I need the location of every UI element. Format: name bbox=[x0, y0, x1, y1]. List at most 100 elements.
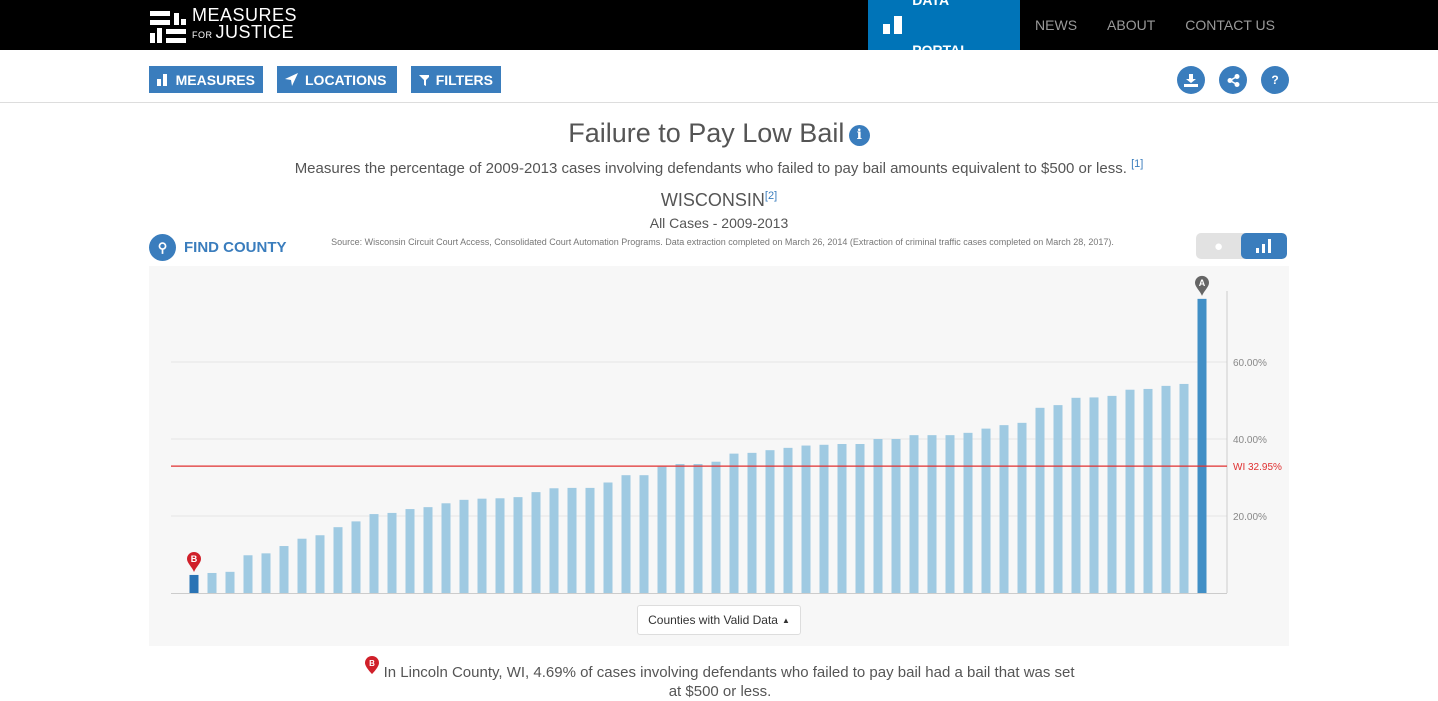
source-note: Source: Wisconsin Circuit Court Access, … bbox=[331, 237, 1114, 247]
measures-label: MEASURES bbox=[175, 71, 255, 88]
marker-a-icon bbox=[1195, 275, 1209, 296]
logo-for: FOR bbox=[192, 30, 213, 40]
bar bbox=[765, 450, 775, 593]
chart-subtitle: All Cases - 2009-2013 bbox=[649, 215, 789, 231]
state-name: WISCONSIN bbox=[660, 190, 765, 210]
bar bbox=[477, 498, 487, 593]
filters-button[interactable]: FILTERS bbox=[411, 66, 501, 93]
map-view-toggle[interactable]: ● bbox=[1196, 233, 1241, 259]
bar bbox=[1143, 388, 1153, 593]
nav-data-portal[interactable]: DATA PORTAL bbox=[868, 0, 1021, 58]
bar bbox=[909, 435, 919, 593]
bar bbox=[621, 475, 631, 593]
bar bbox=[531, 492, 541, 593]
locations-button[interactable]: LOCATIONS bbox=[277, 66, 397, 93]
bar bbox=[819, 444, 829, 593]
marker-label: A bbox=[1199, 278, 1206, 288]
measures-button[interactable]: MEASURES bbox=[149, 66, 263, 93]
download-button[interactable] bbox=[1177, 66, 1205, 94]
logo[interactable]: MEASURES FOR JUSTICE bbox=[150, 6, 297, 44]
bar bbox=[585, 487, 595, 593]
bar bbox=[459, 499, 469, 593]
bar bbox=[423, 507, 433, 593]
nav-label: DATA PORTAL bbox=[912, 0, 969, 58]
marker-b-summary: B In Lincoln County, WI, 4.69% of cases … bbox=[360, 656, 1080, 701]
page-title: Failure to Pay Low Bail bbox=[568, 118, 845, 148]
y-tick-label: 60.00% bbox=[1233, 358, 1267, 369]
logo-icon bbox=[150, 10, 186, 43]
y-tick-label: 40.00% bbox=[1233, 435, 1267, 446]
logo-line2: JUSTICE bbox=[215, 22, 295, 42]
bar bbox=[405, 509, 415, 593]
bar bbox=[1089, 397, 1099, 593]
bar bbox=[873, 439, 883, 593]
bar bbox=[837, 444, 847, 593]
bar-chart: 20.00% 40.00% 60.00% WI 32.95% B A bbox=[171, 275, 1282, 594]
bar bbox=[387, 512, 397, 593]
bar bbox=[549, 488, 559, 593]
toolbar: MEASURES LOCATIONS FILTERS ? bbox=[0, 50, 1438, 103]
page-description: Measures the percentage of 2009-2013 cas… bbox=[294, 160, 1127, 177]
view-toggle: ● bbox=[1196, 233, 1287, 259]
bar bbox=[333, 527, 343, 593]
share-icon bbox=[1227, 73, 1239, 87]
bar-chart-icon bbox=[1256, 239, 1271, 253]
bar bbox=[1125, 389, 1135, 593]
bar bbox=[891, 439, 901, 593]
top-navbar: MEASURES FOR JUSTICE DATA PORTAL NEWS ABOU… bbox=[0, 0, 1438, 58]
download-icon bbox=[1184, 73, 1198, 87]
y-tick-label: 20.00% bbox=[1233, 512, 1267, 523]
bar-chart-icon bbox=[157, 73, 167, 86]
bar bbox=[369, 514, 379, 593]
svg-text:B: B bbox=[370, 659, 376, 668]
info-icon[interactable]: i bbox=[848, 125, 870, 146]
bar bbox=[351, 521, 361, 593]
bar-chart-icon bbox=[883, 16, 903, 34]
bar bbox=[783, 447, 793, 593]
bar bbox=[693, 464, 703, 593]
locations-label: LOCATIONS bbox=[305, 71, 387, 88]
nav-about[interactable]: ABOUT bbox=[1107, 17, 1156, 33]
bar bbox=[945, 435, 955, 593]
state-average-label: WI 32.95% bbox=[1233, 462, 1282, 473]
county-filter-dropdown[interactable]: Counties with Valid Data ▲ bbox=[637, 605, 801, 635]
state-row: WISCONSIN[2] bbox=[0, 190, 1438, 211]
bar bbox=[981, 428, 991, 593]
bar bbox=[729, 453, 739, 593]
reference-link-2[interactable]: [2] bbox=[764, 190, 778, 202]
bar bbox=[189, 574, 199, 593]
chart-view-toggle[interactable] bbox=[1241, 233, 1287, 259]
bar bbox=[657, 466, 667, 593]
marker-label: B bbox=[191, 554, 198, 564]
bar bbox=[1179, 383, 1189, 593]
chart-panel: 20.00% 40.00% 60.00% WI 32.95% B A bbox=[149, 266, 1289, 646]
location-arrow-icon bbox=[285, 73, 298, 86]
bar bbox=[567, 487, 577, 593]
bar bbox=[225, 571, 235, 593]
bar bbox=[315, 535, 325, 593]
bar bbox=[747, 452, 757, 593]
help-button[interactable]: ? bbox=[1261, 66, 1289, 94]
bar bbox=[1017, 422, 1027, 593]
filters-label: FILTERS bbox=[435, 71, 493, 88]
find-county-button[interactable]: ⚲ FIND COUNTY bbox=[149, 234, 287, 261]
globe-icon: ● bbox=[1213, 237, 1224, 255]
bar bbox=[1107, 395, 1117, 593]
share-button[interactable] bbox=[1219, 66, 1247, 94]
bar bbox=[801, 445, 811, 593]
bar bbox=[1161, 385, 1171, 593]
nav-news[interactable]: NEWS bbox=[1035, 17, 1078, 33]
nav-contact-us[interactable]: CONTACT US bbox=[1185, 17, 1275, 33]
title-row: Failure to Pay Low Bail i bbox=[0, 118, 1438, 149]
filter-icon bbox=[419, 74, 429, 86]
marker-b-icon bbox=[187, 551, 201, 572]
bar bbox=[711, 461, 721, 593]
dropdown-label: Counties with Valid Data bbox=[648, 613, 778, 627]
caret-up-icon: ▲ bbox=[781, 615, 790, 625]
search-icon: ⚲ bbox=[149, 234, 176, 261]
description-row: Measures the percentage of 2009-2013 cas… bbox=[0, 158, 1438, 177]
bar bbox=[297, 538, 307, 593]
bar bbox=[1071, 397, 1081, 593]
bar bbox=[1035, 407, 1045, 593]
reference-link-1[interactable]: [1] bbox=[1131, 158, 1144, 170]
